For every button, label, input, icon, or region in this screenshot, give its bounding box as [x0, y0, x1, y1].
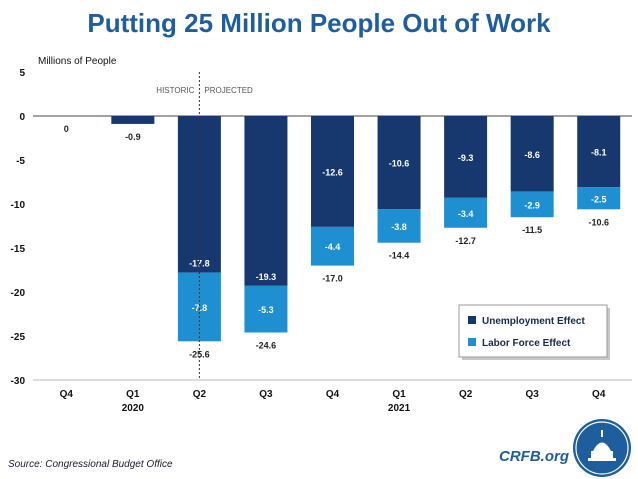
- labor-force-data-label: -3.4: [458, 209, 474, 219]
- unemployment-bar: [111, 116, 155, 124]
- unemployment-data-label: -0.9: [125, 132, 141, 142]
- capitol-seal-icon: [573, 419, 631, 477]
- legend-label: Labor Force Effect: [482, 338, 571, 349]
- year-label: 2020: [122, 403, 145, 414]
- labor-force-bar: [377, 209, 421, 243]
- y-tick-label: 5: [19, 68, 25, 79]
- total-data-label: -17.0: [322, 274, 343, 284]
- unemployment-bar: [577, 116, 621, 188]
- labor-force-data-label: -7.8: [192, 303, 208, 313]
- y-tick-label: -20: [11, 288, 26, 299]
- unemployment-bar: [311, 116, 354, 227]
- unemployment-data-label: 0: [64, 124, 69, 134]
- historic-label: HISTORIC: [156, 86, 194, 95]
- y-tick-label: -30: [11, 376, 26, 387]
- labor-force-bar: [311, 226, 354, 266]
- legend-label: Unemployment Effect: [482, 316, 585, 327]
- x-tick-label: Q4: [326, 389, 340, 400]
- x-tick-label: Q2: [459, 389, 473, 400]
- unemployment-data-label: -10.6: [389, 159, 410, 169]
- y-tick-label: -25: [11, 332, 26, 343]
- unemployment-data-label: -8.6: [524, 150, 540, 160]
- unemployment-bar: [177, 116, 221, 273]
- unemployment-bar: [510, 116, 554, 192]
- unemployment-data-label: -17.8: [189, 259, 210, 269]
- x-tick-label: Q3: [259, 389, 273, 400]
- labor-force-data-label: -2.9: [524, 200, 540, 210]
- unemployment-bar: [377, 116, 421, 210]
- legend-box: [458, 304, 608, 358]
- x-tick-label: Q4: [60, 389, 74, 400]
- chart-title: Putting 25 Million People Out of Work: [87, 8, 551, 38]
- labor-force-bar: [244, 285, 288, 333]
- x-tick-label: Q3: [525, 389, 539, 400]
- total-data-label: -25.6: [189, 349, 210, 359]
- labor-force-bar: [510, 191, 554, 218]
- y-tick-label: -5: [16, 156, 25, 167]
- y-tick-label: -10: [11, 200, 26, 211]
- x-tick-label: Q2: [193, 389, 207, 400]
- unemployment-bar: [244, 116, 288, 286]
- legend-swatch: [468, 338, 476, 346]
- projected-label: PROJECTED: [204, 86, 253, 95]
- x-tick-label: Q1: [126, 389, 140, 400]
- labor-force-data-label: -4.4: [325, 242, 341, 252]
- unemployment-data-label: -8.1: [591, 148, 607, 158]
- total-data-label: -10.6: [588, 217, 609, 227]
- year-label: 2021: [388, 403, 411, 414]
- total-data-label: -11.5: [522, 225, 542, 235]
- x-tick-label: Q1: [392, 389, 406, 400]
- labor-force-bar: [444, 197, 488, 228]
- labor-force-data-label: -2.5: [591, 194, 607, 204]
- unemployment-data-label: -19.3: [256, 272, 277, 282]
- y-axis-title: Millions of People: [38, 56, 117, 67]
- brand-link[interactable]: CRFB.org: [499, 448, 569, 465]
- unemployment-bar: [444, 116, 488, 198]
- y-tick-label: -15: [11, 244, 26, 255]
- legend-swatch: [468, 316, 476, 324]
- labor-force-bar: [577, 187, 621, 210]
- total-data-label: -12.7: [455, 236, 476, 246]
- labor-force-data-label: -5.3: [258, 305, 274, 315]
- total-data-label: -14.4: [389, 251, 410, 261]
- unemployment-data-label: -9.3: [458, 153, 474, 163]
- labor-force-data-label: -3.8: [391, 222, 407, 232]
- unemployment-data-label: -12.6: [322, 167, 343, 177]
- source-note: Source: Congressional Budget Office: [8, 459, 173, 470]
- x-tick-label: Q4: [592, 389, 606, 400]
- y-tick-label: 0: [19, 112, 25, 123]
- total-data-label: -24.6: [256, 340, 277, 350]
